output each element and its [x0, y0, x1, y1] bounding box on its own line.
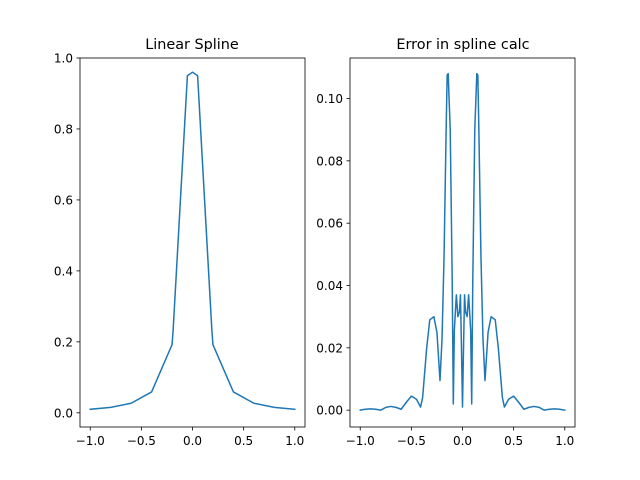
left-y-tick-label: 0.8: [54, 122, 73, 136]
right-y-tick-label: 0.06: [316, 217, 343, 231]
right-x-tick-label: 0.0: [453, 434, 472, 448]
left-x-tick-label: −0.5: [127, 434, 156, 448]
left-y-tick-label: 0.6: [54, 193, 73, 207]
right-y-tick-label: 0.00: [316, 404, 343, 418]
right-x-tick-label: −0.5: [397, 434, 426, 448]
right-subplot: Error in spline calc −1.0 −0.5 0.0 0.5 1.0 0.…: [316, 37, 576, 448]
right-x-tick-label: 1.0: [555, 434, 574, 448]
right-y-tick-label: 0.02: [316, 341, 343, 355]
left-subplot: Linear Spline −1.0 −0.5 0.0 0.5 1.0 0.0 0.2 0.4…: [54, 37, 306, 448]
right-y-tick-label: 0.08: [316, 154, 343, 168]
left-x-tick-label: 1.0: [285, 434, 304, 448]
left-x-tick-label: 0.0: [183, 434, 202, 448]
right-series-line-0: [359, 72, 566, 412]
right-x-tick-label: 0.5: [504, 434, 523, 448]
right-plot-area: [359, 72, 566, 412]
left-y-tick-label: 0.4: [54, 264, 73, 278]
right-y-tick-label: 0.04: [316, 279, 343, 293]
left-plot-area: [89, 71, 296, 411]
left-y-tick-label: 0.0: [54, 406, 73, 420]
right-y-tick-label: 0.10: [316, 92, 343, 106]
left-y-tick-label: 0.2: [54, 335, 73, 349]
left-x-tick-label: −1.0: [76, 434, 105, 448]
left-x-tick-label: 0.5: [234, 434, 253, 448]
left-chart-title: Linear Spline: [145, 37, 239, 53]
right-x-tick-label: −1.0: [346, 434, 375, 448]
right-chart-title: Error in spline calc: [396, 37, 529, 53]
left-y-tick-label: 1.0: [54, 52, 73, 66]
left-series-line-0: [89, 71, 296, 411]
